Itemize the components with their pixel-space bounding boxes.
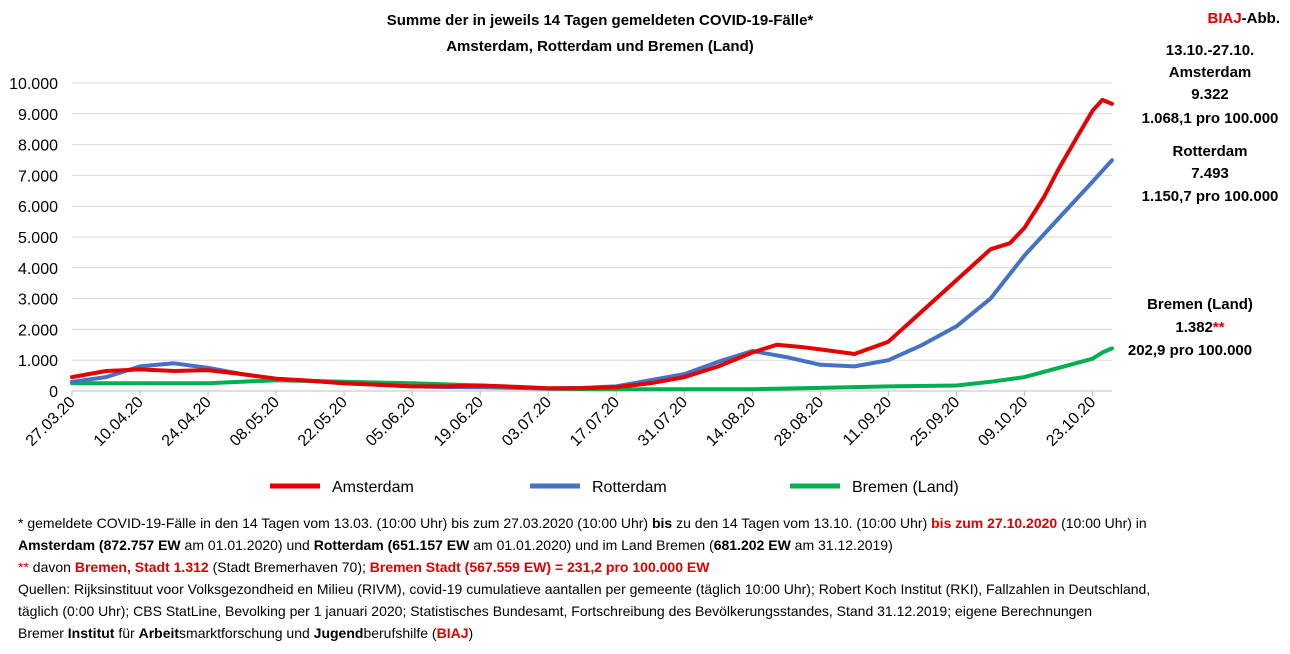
series-lines xyxy=(70,97,1114,392)
fn6-arbeit: Arbeit xyxy=(138,625,180,641)
fn1-text-bold: bis xyxy=(651,515,673,531)
x-tick-label: 03.07.20 xyxy=(499,394,555,450)
chart-subtitle: Amsterdam, Rotterdam und Bremen (Land) xyxy=(446,38,754,55)
x-tick-label: 22.05.20 xyxy=(295,394,351,450)
amsterdam-rate: 1.068,1 pro 100.000 xyxy=(1141,110,1279,127)
x-tick-label: 19.06.20 xyxy=(431,394,487,450)
fn6-text-g: berufshilfe ( xyxy=(363,625,437,641)
legend-label-bremen: Bremen (Land) xyxy=(852,479,959,496)
y-tick-label: 8.000 xyxy=(18,138,58,155)
rotterdam-value: 7.493 xyxy=(1191,165,1229,182)
y-tick-label: 6.000 xyxy=(18,199,58,216)
footnotes: * gemeldete COVID-19-Fälle in den 14 Tag… xyxy=(18,512,1283,644)
fn2-rotterdam: Rotterdam (651.157 EW xyxy=(313,537,470,553)
fn2-text-d: am 01.01.2020) und im Land Bremen ( xyxy=(469,537,714,553)
x-tick-label: 14.08.20 xyxy=(703,394,759,450)
fn3-bremen-rate: Bremen Stadt (567.559 EW) = 231,2 pro 10… xyxy=(369,559,710,575)
fn3-text-b: davon xyxy=(28,559,75,575)
y-tick-label: 0 xyxy=(49,384,58,401)
footnote-line-6: Bremer Institut für Arbeitsmarktforschun… xyxy=(18,622,1283,644)
footnote-line-2: Amsterdam (872.757 EW am 01.01.2020) und… xyxy=(18,534,1283,556)
amsterdam-name: Amsterdam xyxy=(1168,64,1252,81)
legend: Amsterdam Rotterdam Bremen (Land) xyxy=(270,479,959,496)
gridlines xyxy=(72,82,1112,361)
bremen-name: Bremen (Land) xyxy=(1147,296,1253,313)
x-tick-label: 28.08.20 xyxy=(771,394,827,450)
y-axis-ticks: 0 1.000 2.000 3.000 4.000 5.000 6.000 7.000 8.00… xyxy=(9,76,58,401)
y-tick-label: 5.000 xyxy=(18,230,58,247)
legend-label-amsterdam: Amsterdam xyxy=(332,479,414,496)
rotterdam-rate: 1.150,7 pro 100.000 xyxy=(1141,188,1279,205)
y-tick-label: 10.000 xyxy=(9,76,58,93)
fn1-text-e: (10:00 Uhr) in xyxy=(1057,515,1147,531)
legend-label-rotterdam: Rotterdam xyxy=(592,479,667,496)
biaj-badge-rest: -Abb. xyxy=(1241,10,1280,27)
y-tick-label: 2.000 xyxy=(18,322,58,339)
fn1-text-red: bis zum 27.10.2020 xyxy=(931,515,1058,531)
x-tick-label: 31.07.20 xyxy=(635,394,691,450)
x-tick-label: 25.09.20 xyxy=(907,394,963,450)
series-line-bremen xyxy=(70,346,1114,392)
x-tick-label: 05.06.20 xyxy=(363,394,419,450)
x-tick-label: 23.10.20 xyxy=(1043,394,1099,450)
y-tick-label: 7.000 xyxy=(18,168,58,185)
bremen-rate: 202,9 pro 100.000 xyxy=(1127,342,1253,359)
fn6-jugend: Jugend xyxy=(313,625,364,641)
x-axis-ticks: 27.03.20 10.04.20 24.04.20 08.05.20 22.05.20… xyxy=(23,391,1099,450)
footnote-line-4: Quellen: Rijksinstituut voor Volksgezond… xyxy=(18,581,1151,597)
x-tick-label: 08.05.20 xyxy=(227,394,283,450)
rotterdam-name: Rotterdam xyxy=(1172,143,1248,160)
period-label: 13.10.-27.10. xyxy=(1165,42,1255,59)
fn2-amsterdam: Amsterdam (872.757 EW xyxy=(18,537,181,553)
x-tick-label: 10.04.20 xyxy=(91,394,147,450)
amsterdam-value: 9.322 xyxy=(1191,86,1229,103)
chart-title: Summe der in jeweils 14 Tagen gemeldeten… xyxy=(386,12,814,29)
biaj-badge-red: BIAJ xyxy=(1207,10,1242,27)
fn2-bremen-ew: 681.202 EW xyxy=(713,537,791,553)
fn6-text-i: ) xyxy=(468,625,474,641)
bremen-value-line: 1.382** xyxy=(1110,317,1290,339)
footnote-line-1: * gemeldete COVID-19-Fälle in den 14 Tag… xyxy=(18,512,1283,534)
x-tick-label: 11.09.20 xyxy=(840,394,895,449)
fn3-bremen-stadt: Bremen, Stadt 1.312 xyxy=(74,559,209,575)
x-tick-label: 17.07.20 xyxy=(567,394,623,450)
series-line-rotterdam xyxy=(70,158,1114,391)
y-tick-label: 3.000 xyxy=(18,292,58,309)
fn2-text-b: am 01.01.2020) und xyxy=(180,537,314,553)
x-tick-label: 24.04.20 xyxy=(159,394,215,450)
bremen-value: 1.382 xyxy=(1175,319,1213,336)
series-line-amsterdam xyxy=(70,97,1114,391)
fn6-institut: Institut xyxy=(67,625,115,641)
x-tick-label: 27.03.20 xyxy=(23,394,79,450)
x-tick-label: 09.10.20 xyxy=(975,394,1031,450)
fn6-text-a: Bremer xyxy=(18,625,68,641)
biaj-badge: BIAJ-Abb. xyxy=(1207,10,1280,27)
fn6-text-e: smarktforschung und xyxy=(179,625,314,641)
fn1-text-a: * gemeldete COVID-19-Fälle in den 14 Tag… xyxy=(18,515,652,531)
fn3-marker: ** xyxy=(18,559,29,575)
y-tick-label: 1.000 xyxy=(18,353,58,370)
footnote-line-5: täglich (0:00 Uhr); CBS StatLine, Bevolk… xyxy=(18,603,1092,619)
y-tick-label: 9.000 xyxy=(18,107,58,124)
fn6-text-c: für xyxy=(114,625,139,641)
fn1-text-c: zu den 14 Tagen vom 13.10. (10:00 Uhr) xyxy=(672,515,932,531)
y-tick-label: 4.000 xyxy=(18,261,58,278)
bremen-marker: ** xyxy=(1212,319,1225,336)
fn3-text-d: (Stadt Bremerhaven 70); xyxy=(208,559,370,575)
fn2-text-f: am 31.12.2019) xyxy=(790,537,893,553)
footnote-line-3: ** davon Bremen, Stadt 1.312 (Stadt Brem… xyxy=(18,556,1283,578)
fn6-biaj: BIAJ xyxy=(436,625,469,641)
